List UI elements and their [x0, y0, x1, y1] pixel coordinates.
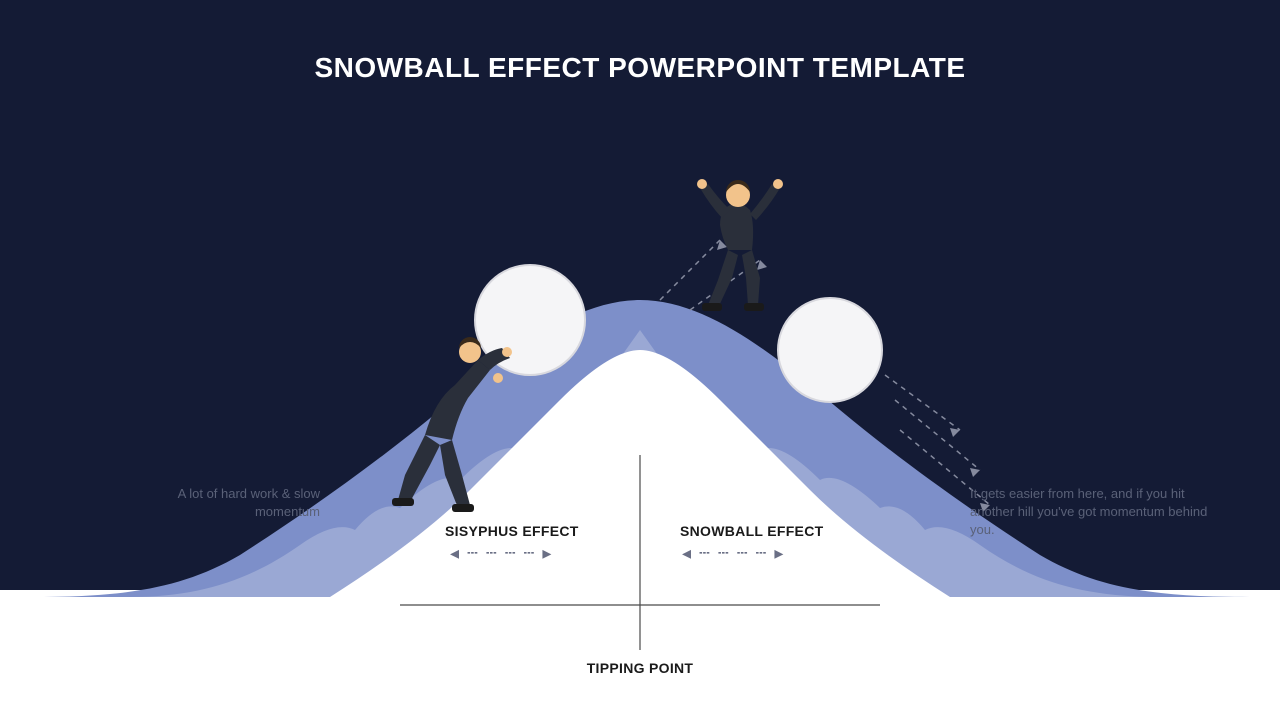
label-snowball: SNOWBALL EFFECT: [680, 523, 823, 539]
label-tipping-point: TIPPING POINT: [0, 660, 1280, 676]
person-celebrating-icon: [697, 179, 783, 311]
person-pushing-icon: [392, 337, 512, 512]
two-way-arrow-left: ◂┄┄┄┄▸: [450, 543, 559, 564]
slide-root: ◂┄┄┄┄▸ ◂┄┄┄┄▸ SNOWBALL EFFECT POWERPOINT…: [0, 0, 1280, 720]
slide-title: SNOWBALL EFFECT POWERPOINT TEMPLATE: [0, 52, 1280, 84]
caption-left: A lot of hard work & slow momentum: [120, 485, 320, 521]
caption-right: It gets easier from here, and if you hit…: [970, 485, 1220, 540]
label-sisyphus: SISYPHUS EFFECT: [445, 523, 579, 539]
two-way-arrow-right: ◂┄┄┄┄▸: [682, 543, 791, 564]
white-base: [0, 590, 1280, 720]
